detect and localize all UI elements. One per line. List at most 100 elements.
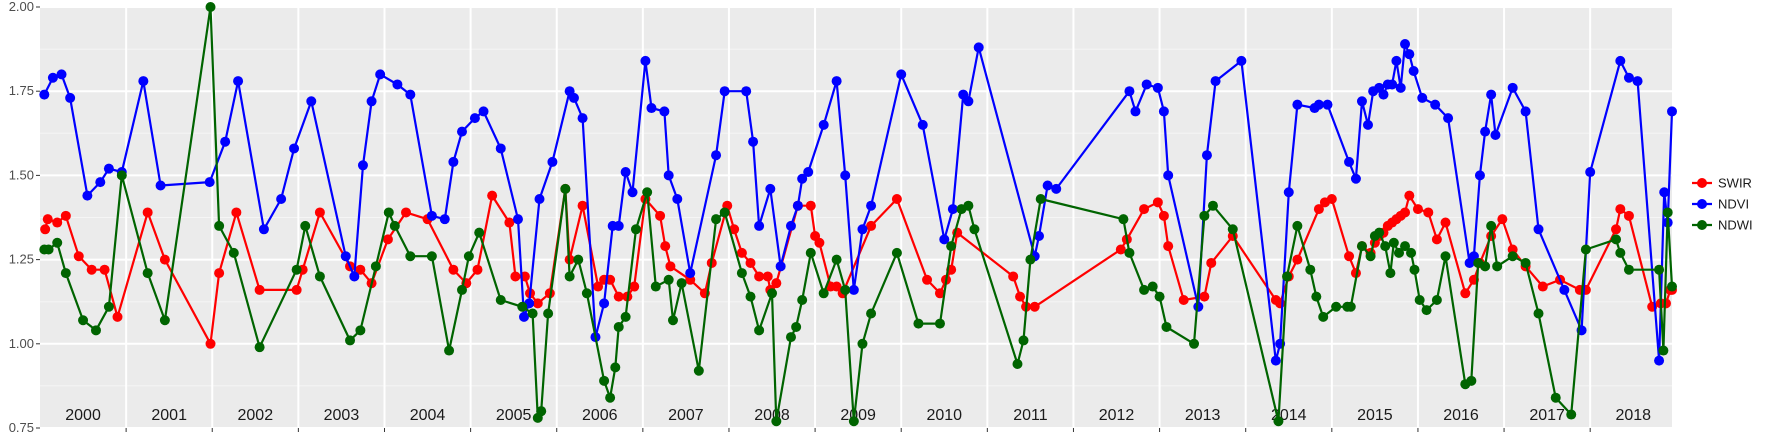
data-point-swir [401,207,412,218]
series-ndvi [39,39,1677,366]
data-point-swir [771,278,782,289]
data-point-ndvi [1201,150,1212,161]
data-point-ndvi [748,136,759,147]
data-point-ndwi [613,321,624,332]
data-point-ndwi [517,301,528,312]
data-point-ndvi [1417,92,1428,103]
data-point-swir [73,251,84,262]
year-label: 2015 [1357,407,1393,424]
data-point-ndwi [663,274,674,285]
data-point-ndwi [1207,200,1218,211]
year-label: 2012 [1099,407,1135,424]
data-point-ndwi [426,251,437,262]
data-point-ndvi [1430,99,1441,110]
data-point-ndvi [627,187,638,198]
data-point-ndvi [840,170,851,181]
data-point-ndvi [204,177,215,188]
data-point-swir [40,224,51,235]
data-point-ndwi [934,318,945,329]
data-point-ndvi [1051,183,1062,194]
data-point-ndwi [805,247,816,258]
data-point-ndwi [1139,284,1150,295]
data-point-swir [355,264,366,275]
data-point-swir [472,264,483,275]
data-point-swir [577,200,588,211]
data-point-ndvi [1362,119,1373,130]
data-point-ndwi [383,207,394,218]
data-point-ndwi [1154,291,1165,302]
data-point-ndwi [785,332,796,343]
data-point-ndvi [939,234,950,245]
data-point-ndvi [568,92,579,103]
data-point-ndwi [1318,311,1329,322]
data-point-ndvi [848,284,859,295]
data-point-ndwi [1406,247,1417,258]
data-point-ndwi [1311,291,1322,302]
data-point-swir [214,268,225,279]
data-point-ndvi [1400,39,1411,50]
year-label: 2000 [65,407,101,424]
data-point-ndvi [39,89,50,100]
data-point-ndwi [1282,271,1293,282]
data-point-swir [934,288,945,299]
data-point-swir [42,214,53,225]
data-point-ndwi [456,284,467,295]
data-point-swir [745,257,756,268]
data-point-ndwi [1393,247,1404,258]
legend-label: NDWI [1718,218,1753,233]
y-tick-label: 1.50 [9,167,34,182]
data-point-ndwi [228,247,239,258]
data-point-swir [665,261,676,272]
data-point-swir [1115,244,1126,255]
data-point-ndwi [1331,301,1342,312]
data-point-ndwi [314,271,325,282]
data-point-ndwi [405,251,416,262]
year-label: 2007 [668,407,704,424]
year-label: 2001 [151,407,187,424]
data-point-ndvi [512,214,523,225]
data-point-swir [314,207,325,218]
data-point-ndwi [1035,193,1046,204]
data-point-swir [1158,210,1169,221]
data-point-swir [593,281,604,292]
data-point-ndwi [791,321,802,332]
y-axis: 0.75 1.00 1.25 1.50 1.75 2.00 [9,0,40,435]
data-point-ndwi [495,295,506,306]
data-point-ndvi [896,69,907,80]
data-point-swir [510,271,521,282]
data-point-ndvi [155,180,166,191]
data-point-ndwi [642,187,653,198]
data-point-ndvi [1042,180,1053,191]
data-point-ndvi [138,76,149,87]
data-point-ndvi [1344,156,1355,167]
legend-label: SWIR [1718,176,1752,191]
data-point-ndwi [205,2,216,12]
data-point-ndwi [1018,335,1029,346]
data-point-swir [1660,298,1671,309]
data-point-ndvi [803,167,814,178]
data-point-ndwi [1533,308,1544,319]
data-point-ndwi [605,392,616,403]
data-point-ndwi [818,288,829,299]
data-point-ndvi [818,119,829,130]
data-point-ndvi [866,200,877,211]
data-point-ndvi [534,193,545,204]
data-point-ndwi [1486,220,1497,231]
data-point-ndwi [1385,268,1396,279]
data-point-ndwi [1440,251,1451,262]
data-point-ndwi [848,416,859,427]
data-point-swir [805,200,816,211]
data-point-ndwi [831,254,842,265]
year-label: 2017 [1529,407,1565,424]
data-point-ndvi [663,170,674,181]
data-point-swir [504,217,515,228]
data-point-swir [629,281,640,292]
data-point-swir [231,207,242,218]
y-tick-label: 1.00 [9,336,34,351]
data-point-ndvi [1443,113,1454,124]
data-point-ndvi [1141,79,1152,90]
data-point-swir [866,220,877,231]
data-point-ndvi [659,106,670,117]
data-point-ndwi [291,264,302,275]
